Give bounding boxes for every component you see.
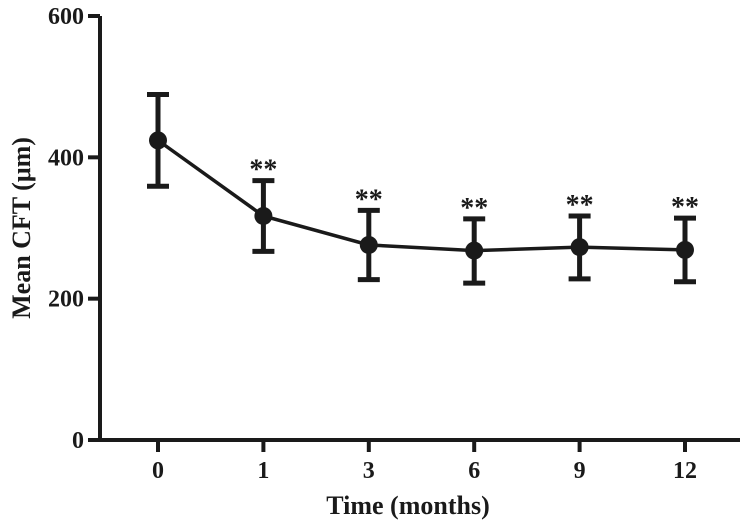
significance-label: ** [671, 192, 699, 223]
significance-label: ** [355, 184, 383, 215]
y-tick-label: 200 [48, 287, 84, 313]
data-point [465, 241, 484, 260]
axes [88, 14, 740, 452]
significance-label: ** [566, 190, 594, 221]
x-tick-label: 0 [152, 458, 164, 484]
data-point [149, 131, 167, 150]
y-tick-label: 0 [72, 428, 84, 454]
series-marks [147, 91, 696, 286]
y-tick-label: 600 [48, 4, 84, 30]
significance-label: ** [460, 193, 488, 224]
data-point [676, 240, 694, 259]
data-point [359, 235, 378, 254]
y-axis-label: Mean CFT (μm) [7, 137, 36, 319]
x-tick-label: 1 [257, 458, 269, 484]
x-tick-label: 3 [363, 458, 375, 484]
labels: 0 200 400 600 0 1 3 6 9 12 ** ** ** ** ** [48, 4, 699, 484]
data-point [570, 238, 589, 257]
significance-label: ** [249, 155, 277, 186]
data-point [254, 206, 273, 225]
x-tick-label: 6 [468, 458, 480, 484]
x-tick-label: 12 [673, 458, 697, 484]
x-tick-label: 9 [574, 458, 586, 484]
x-axis-label: Time (months) [326, 491, 489, 520]
y-tick-label: 400 [48, 145, 84, 171]
series-line [156, 138, 686, 253]
